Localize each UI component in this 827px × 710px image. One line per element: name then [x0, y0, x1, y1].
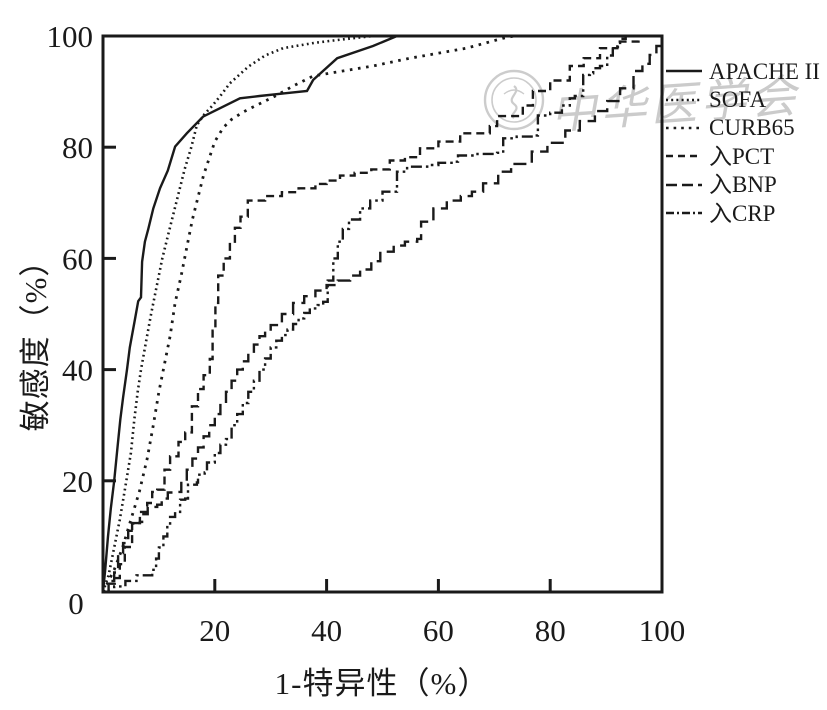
- plot-border: [101, 34, 664, 594]
- y-tick-label: 20: [62, 464, 93, 499]
- legend-line-crp: [666, 211, 702, 215]
- x-axis-title: 1-特异性（%）: [274, 666, 490, 701]
- y-axis-title: 敏感度（%）: [18, 244, 53, 432]
- legend-item-sofa: SOFA: [666, 85, 820, 113]
- y-tick-label: 60: [62, 241, 93, 276]
- roc-curve-crp: [103, 34, 662, 594]
- roc-curve-bnp: [103, 36, 664, 594]
- legend-label: APACHE II: [709, 58, 820, 84]
- legend-line-pct: [666, 155, 702, 158]
- legend-line-sofa: [666, 98, 702, 101]
- legend-label: SOFA: [709, 87, 767, 113]
- legend-label: 入BNP: [709, 172, 777, 198]
- roc-curve-curb65: [101, 34, 662, 593]
- roc-curve-apache-ii: [101, 34, 662, 593]
- y-tick-label: 40: [62, 353, 93, 388]
- legend-item-crp: 入CRP: [666, 199, 820, 227]
- x-tick-label: 20: [199, 613, 230, 648]
- legend-label: CURB65: [709, 115, 795, 141]
- legend-item-curb65: CURB65: [666, 114, 820, 142]
- legend: APACHE II SOFA CURB65 入PCT 入BNP 入CRP: [666, 57, 820, 227]
- x-tick-label: 40: [311, 613, 342, 648]
- legend-line-curb65: [666, 126, 702, 130]
- x-tick-label: 60: [423, 613, 454, 648]
- origin-label: 0: [68, 586, 84, 621]
- legend-item-bnp: 入BNP: [666, 171, 820, 199]
- legend-item-pct: 入PCT: [666, 142, 820, 170]
- roc-curve-sofa: [101, 34, 662, 593]
- legend-line-bnp: [666, 183, 702, 187]
- x-tick-label: 100: [639, 613, 686, 648]
- legend-item-apache-ii: APACHE II: [666, 57, 820, 85]
- legend-label: 入PCT: [709, 143, 775, 169]
- x-tick-label: 80: [535, 613, 566, 648]
- y-tick-label: 80: [62, 130, 93, 165]
- legend-label: 入CRP: [709, 200, 776, 226]
- roc-curve-pct: [103, 34, 662, 594]
- legend-line-apache-ii: [666, 69, 702, 73]
- y-tick-label: 100: [47, 19, 94, 54]
